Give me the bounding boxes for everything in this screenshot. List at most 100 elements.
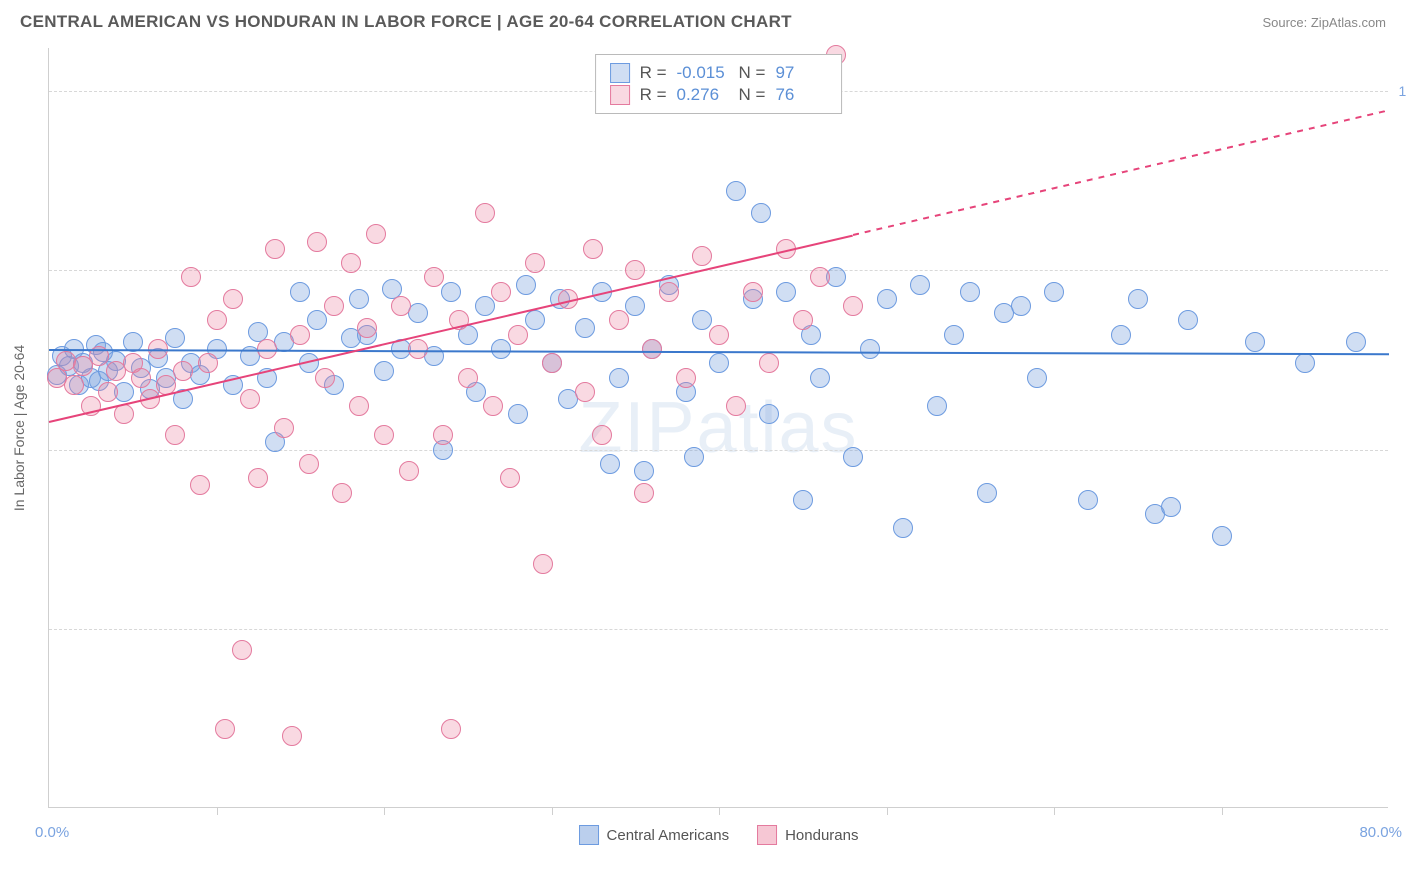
scatter-point — [349, 396, 369, 416]
scatter-point — [692, 310, 712, 330]
scatter-point — [860, 339, 880, 359]
scatter-point — [843, 296, 863, 316]
scatter-point — [500, 468, 520, 488]
scatter-point — [366, 224, 386, 244]
scatter-point — [977, 483, 997, 503]
scatter-point — [592, 425, 612, 445]
scatter-point — [575, 318, 595, 338]
chart-source: Source: ZipAtlas.com — [1262, 15, 1386, 30]
stat-key: N = — [739, 85, 766, 105]
scatter-point — [64, 375, 84, 395]
scatter-point — [793, 310, 813, 330]
scatter-point — [307, 310, 327, 330]
scatter-point — [609, 368, 629, 388]
scatter-point — [282, 726, 302, 746]
scatter-point — [634, 483, 654, 503]
series-legend: Central Americans Hondurans — [579, 825, 859, 845]
scatter-point — [877, 289, 897, 309]
scatter-point — [315, 368, 335, 388]
scatter-point — [1346, 332, 1366, 352]
scatter-point — [307, 232, 327, 252]
scatter-point — [181, 267, 201, 287]
scatter-point — [659, 282, 679, 302]
stats-legend: R =-0.015N =97R =0.276N =76 — [595, 54, 843, 114]
scatter-point — [374, 361, 394, 381]
scatter-point — [583, 239, 603, 259]
scatter-point — [634, 461, 654, 481]
scatter-point — [475, 296, 495, 316]
legend-swatch — [579, 825, 599, 845]
scatter-point — [341, 253, 361, 273]
stats-row: R = -0.015 N = 97 — [610, 63, 828, 83]
scatter-point — [1212, 526, 1232, 546]
scatter-point — [408, 339, 428, 359]
scatter-point — [508, 404, 528, 424]
scatter-point — [491, 282, 511, 302]
scatter-point — [1111, 325, 1131, 345]
scatter-point — [726, 181, 746, 201]
scatter-point — [1044, 282, 1064, 302]
scatter-point — [131, 368, 151, 388]
scatter-point — [810, 368, 830, 388]
scatter-point — [1245, 332, 1265, 352]
scatter-point — [357, 318, 377, 338]
legend-item: Central Americans — [579, 825, 730, 845]
scatter-point — [642, 339, 662, 359]
scatter-point — [726, 396, 746, 416]
scatter-point — [332, 483, 352, 503]
stat-r-value: -0.015 — [677, 63, 729, 83]
y-axis-label: In Labor Force | Age 20-64 — [11, 344, 27, 510]
scatter-point — [223, 289, 243, 309]
scatter-point — [391, 296, 411, 316]
scatter-point — [215, 719, 235, 739]
x-tick — [552, 807, 553, 815]
scatter-point — [793, 490, 813, 510]
scatter-point — [491, 339, 511, 359]
legend-label: Hondurans — [785, 827, 858, 844]
y-tick-label: 100.0% — [1399, 83, 1406, 99]
scatter-point — [575, 382, 595, 402]
watermark: ZIPatlas — [578, 387, 858, 469]
legend-item: Hondurans — [757, 825, 858, 845]
stat-n-value: 97 — [775, 63, 827, 83]
scatter-point — [516, 275, 536, 295]
chart-area: In Labor Force | Age 20-64 ZIPatlas 0.0%… — [48, 48, 1388, 808]
stat-key: R = — [640, 63, 667, 83]
gridline-h — [49, 270, 1388, 271]
x-axis-max-label: 80.0% — [1359, 824, 1402, 841]
scatter-point — [609, 310, 629, 330]
x-tick — [719, 807, 720, 815]
scatter-point — [433, 425, 453, 445]
x-tick — [1222, 807, 1223, 815]
scatter-point — [1161, 497, 1181, 517]
scatter-point — [207, 310, 227, 330]
scatter-point — [190, 475, 210, 495]
scatter-point — [165, 425, 185, 445]
scatter-point — [810, 267, 830, 287]
scatter-point — [1011, 296, 1031, 316]
scatter-point — [98, 382, 118, 402]
trend-line — [853, 110, 1389, 237]
scatter-point — [424, 267, 444, 287]
x-tick — [887, 807, 888, 815]
scatter-point — [944, 325, 964, 345]
scatter-point — [776, 282, 796, 302]
scatter-point — [910, 275, 930, 295]
scatter-point — [374, 425, 394, 445]
scatter-point — [1027, 368, 1047, 388]
scatter-point — [927, 396, 947, 416]
scatter-point — [751, 203, 771, 223]
scatter-point — [960, 282, 980, 302]
scatter-point — [349, 289, 369, 309]
scatter-point — [692, 246, 712, 266]
scatter-point — [274, 418, 294, 438]
scatter-point — [600, 454, 620, 474]
scatter-point — [248, 468, 268, 488]
scatter-point — [525, 310, 545, 330]
stat-key: N = — [739, 63, 766, 83]
legend-swatch — [610, 63, 630, 83]
scatter-point — [625, 296, 645, 316]
scatter-point — [441, 719, 461, 739]
scatter-point — [542, 353, 562, 373]
scatter-point — [198, 353, 218, 373]
